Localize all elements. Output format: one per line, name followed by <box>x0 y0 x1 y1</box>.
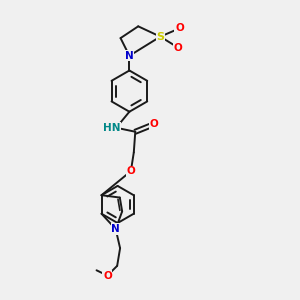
Text: O: O <box>149 119 158 129</box>
Text: S: S <box>156 32 164 42</box>
Text: HN: HN <box>103 123 121 133</box>
Text: N: N <box>111 224 120 234</box>
Text: O: O <box>175 23 184 33</box>
Text: N: N <box>125 51 134 61</box>
Text: O: O <box>127 166 135 176</box>
Text: O: O <box>174 43 182 52</box>
Text: O: O <box>103 271 112 281</box>
